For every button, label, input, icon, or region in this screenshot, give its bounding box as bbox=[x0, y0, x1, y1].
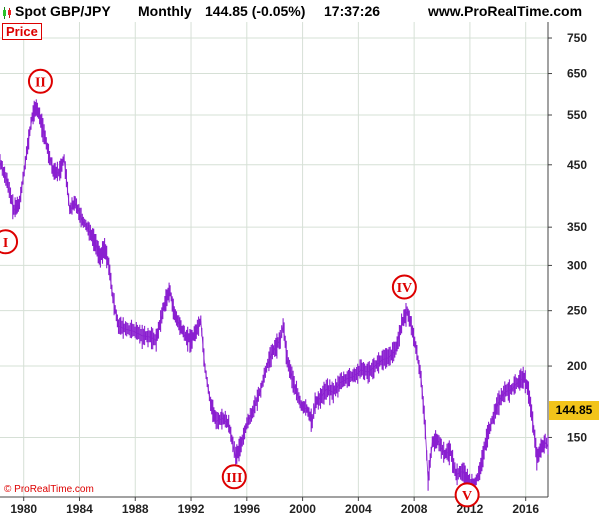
x-tick-label: 1988 bbox=[122, 502, 149, 516]
clock-time: 17:37:26 bbox=[324, 3, 381, 19]
wave-label-ii: II bbox=[27, 68, 53, 94]
y-axis: 750 650 550 450 350 300 250 200 150 bbox=[548, 31, 587, 444]
x-axis: 1980 1984 1988 1992 1996 2000 2004 2008 2012 2016 bbox=[10, 497, 539, 516]
wave-label-text: II bbox=[35, 75, 46, 90]
x-tick-label: 1992 bbox=[178, 502, 205, 516]
y-tick-label: 550 bbox=[567, 108, 587, 122]
y-tick-label: 450 bbox=[567, 158, 587, 172]
copyright-text: © ProRealTime.com bbox=[4, 484, 94, 495]
x-tick-label: 2004 bbox=[345, 502, 372, 516]
wave-label-circle bbox=[454, 482, 480, 508]
y-tick-label: 650 bbox=[567, 67, 587, 81]
price-change: 144.85 (-0.05%) bbox=[205, 3, 306, 19]
x-tick-label: 1980 bbox=[10, 502, 37, 516]
wave-label-text: V bbox=[462, 489, 472, 504]
grid bbox=[0, 22, 548, 497]
price-pane-tag[interactable]: Price bbox=[2, 23, 42, 40]
x-tick-label: 2008 bbox=[401, 502, 428, 516]
wave-label-text: III bbox=[226, 471, 242, 486]
price-series bbox=[0, 99, 549, 495]
x-tick-label: 2016 bbox=[512, 502, 539, 516]
price-bars bbox=[0, 99, 549, 495]
candlestick-icon bbox=[2, 6, 12, 22]
wave-label-circle bbox=[221, 464, 247, 490]
y-tick-label: 250 bbox=[567, 304, 587, 318]
wave-label-text: IV bbox=[397, 281, 413, 296]
y-tick-label: 350 bbox=[567, 220, 587, 234]
x-tick-label: 2000 bbox=[289, 502, 316, 516]
wave-label-circle bbox=[0, 229, 19, 255]
price-line bbox=[0, 105, 549, 486]
instrument-symbol: Spot GBP/JPY bbox=[15, 3, 111, 19]
wave-label-circle bbox=[27, 68, 53, 94]
wave-label-circle bbox=[391, 274, 417, 300]
x-tick-label: 1984 bbox=[66, 502, 93, 516]
y-tick-label: 150 bbox=[567, 430, 587, 444]
y-tick-label: 750 bbox=[567, 31, 587, 45]
x-tick-label: 1996 bbox=[233, 502, 260, 516]
wave-label-iv: IV bbox=[391, 274, 417, 300]
chart-header: Spot GBP/JPY Monthly 144.85 (-0.05%) 17:… bbox=[0, 0, 600, 22]
wave-label-text: I bbox=[3, 236, 8, 251]
wave-label-iii: III bbox=[221, 464, 247, 490]
y-tick-label: 300 bbox=[567, 258, 587, 272]
site-link[interactable]: www.ProRealTime.com bbox=[428, 3, 583, 19]
chart-period[interactable]: Monthly bbox=[138, 3, 192, 19]
wave-label-i: I bbox=[0, 229, 19, 255]
wave-label-v: V bbox=[454, 482, 480, 508]
current-price-badge: 144.85 bbox=[549, 401, 599, 420]
y-tick-label: 200 bbox=[567, 359, 587, 373]
